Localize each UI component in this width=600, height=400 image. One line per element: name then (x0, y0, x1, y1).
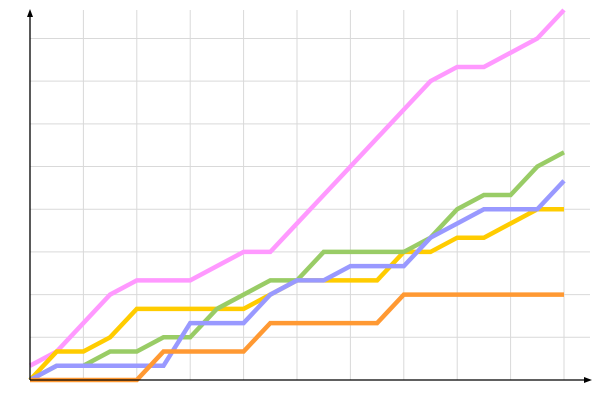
series-line-1 (28, 8, 566, 368)
y-axis-arrow-icon (27, 9, 33, 18)
x-axis-arrow-icon (584, 377, 592, 383)
axes (27, 9, 592, 383)
series-line-4 (28, 179, 566, 382)
series-lines (28, 8, 566, 383)
